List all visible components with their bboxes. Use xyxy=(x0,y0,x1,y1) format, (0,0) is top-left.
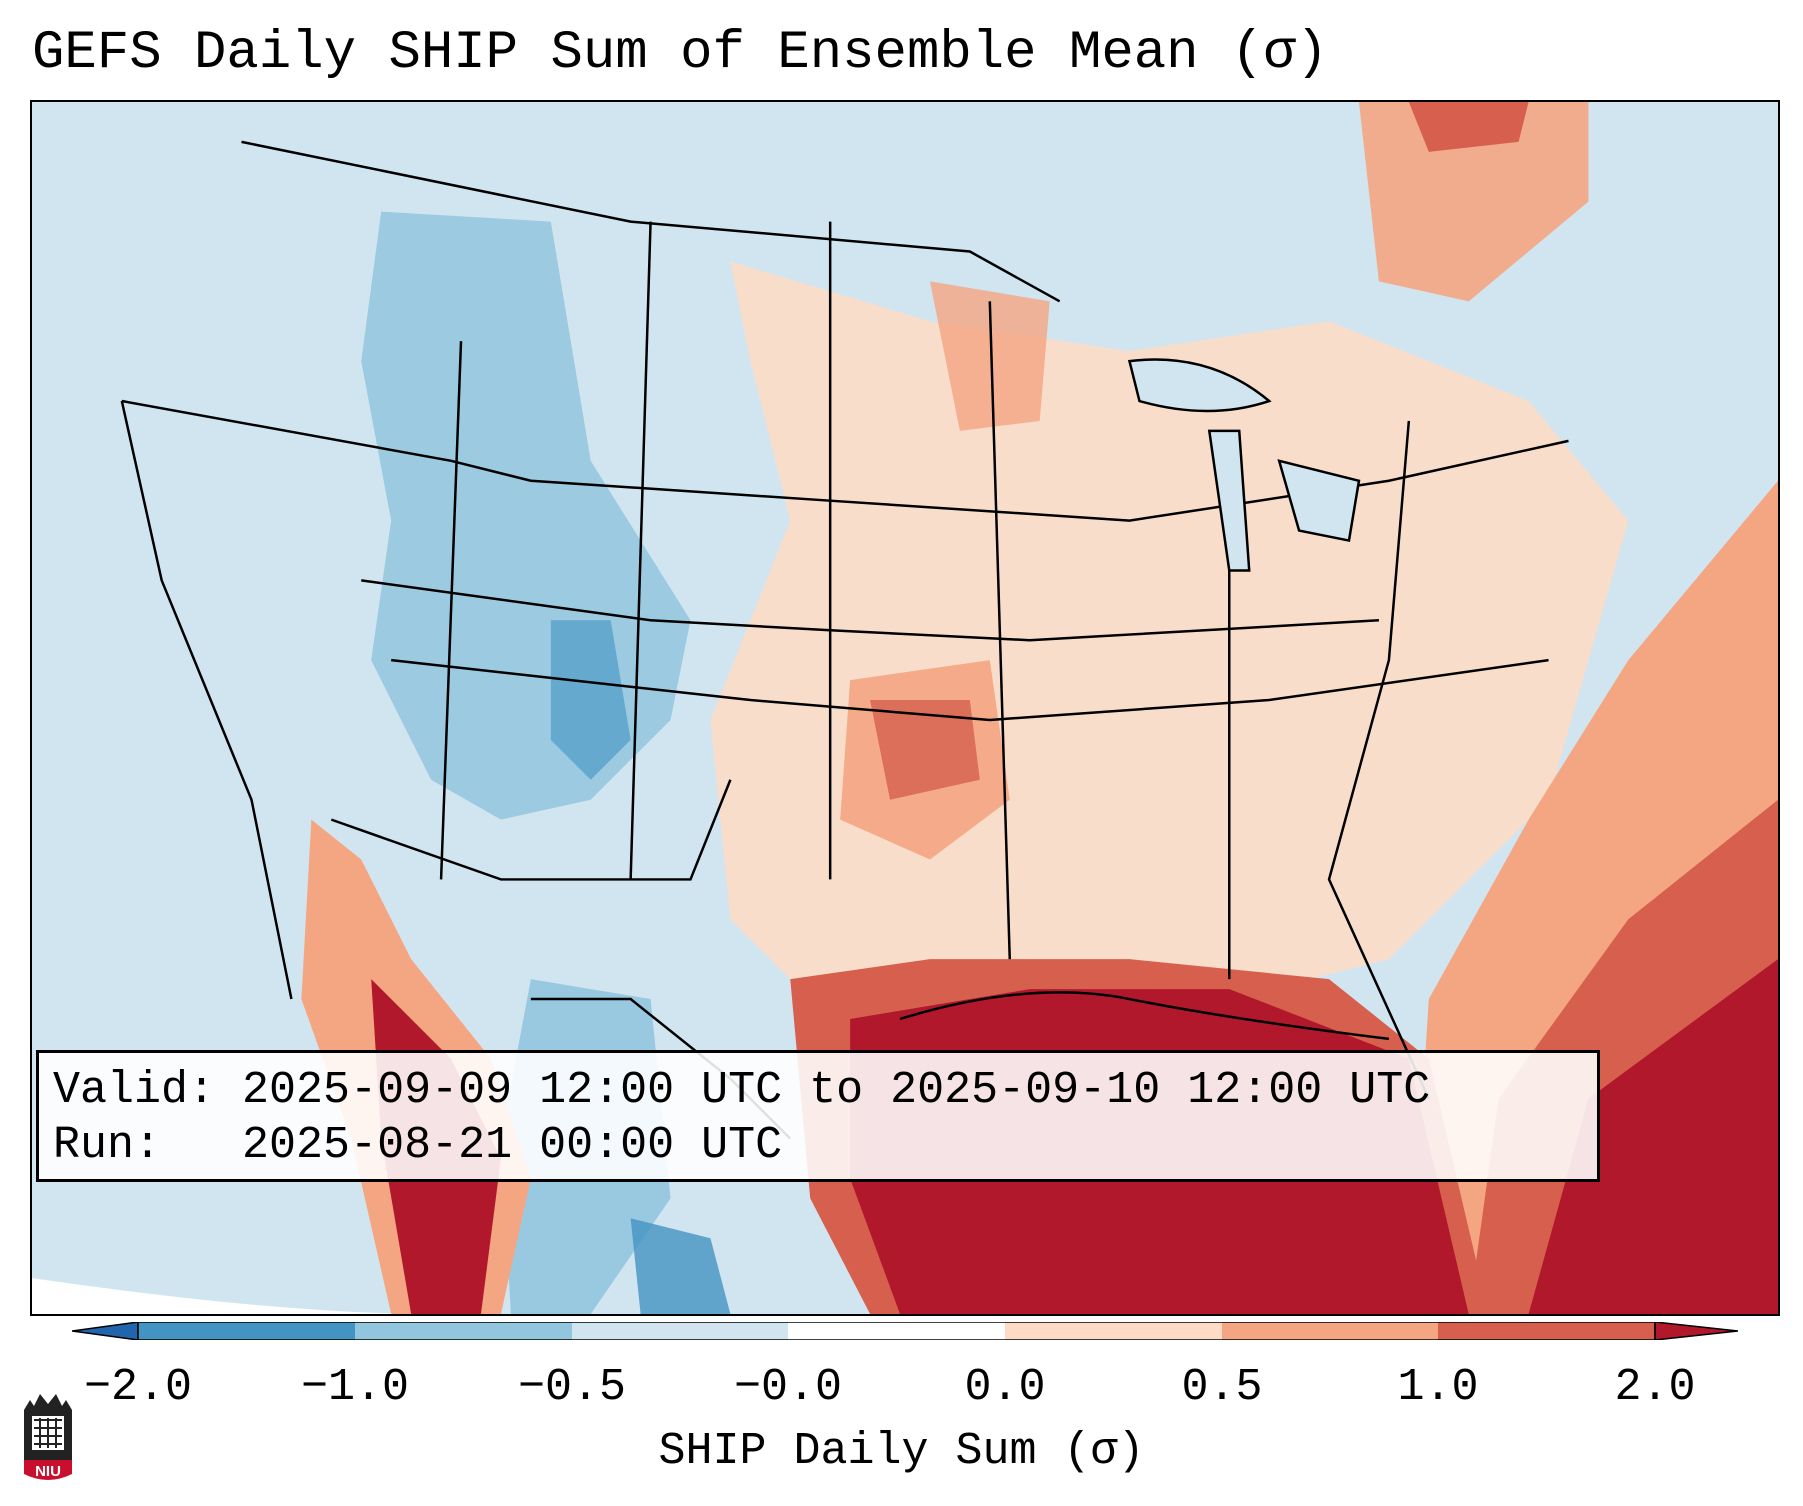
gulf-coast xyxy=(899,991,1390,1041)
tick-label-8: 2.0 xyxy=(1614,1362,1696,1413)
anomaly-oklahoma-strong xyxy=(870,700,980,800)
valid-value: 2025-09-09 12:00 UTC to 2025-09-10 12:00… xyxy=(242,1065,1431,1116)
southwest-border xyxy=(330,779,732,881)
anomaly-rockies-strong-negative xyxy=(550,620,631,780)
great-lakes xyxy=(1127,358,1361,572)
colorbar-extend-left xyxy=(72,1322,139,1340)
tick-label-6: 0.5 xyxy=(1181,1362,1263,1413)
valid-label: Valid: xyxy=(53,1065,216,1116)
tick-label-3: −0.5 xyxy=(517,1362,627,1413)
valid-run-info-box: Valid: 2025-09-09 12:00 UTC to 2025-09-1… xyxy=(36,1050,1600,1182)
borders xyxy=(120,140,1569,1140)
projection-edge-left xyxy=(32,1278,432,1314)
colorbar-segment-2 xyxy=(355,1322,572,1340)
colorbar-extend-right xyxy=(1654,1322,1738,1340)
colorado-line xyxy=(629,221,652,880)
nevada-utah-line xyxy=(439,341,463,880)
colorbar-segment-6 xyxy=(1222,1322,1438,1340)
colorbar-segment-1 xyxy=(138,1322,355,1340)
tick-label-7: 1.0 xyxy=(1397,1362,1479,1413)
west-coast xyxy=(120,400,293,1000)
niu-logo-icon: NIU xyxy=(24,1394,72,1480)
canada-border xyxy=(241,140,1061,303)
colorbar-segment-5 xyxy=(1005,1322,1222,1340)
map-title: GEFS Daily SHIP Sum of Ensemble Mean (σ) xyxy=(32,23,1329,84)
central-border-2 xyxy=(391,658,1549,722)
anomaly-canada-strong xyxy=(1408,102,1529,152)
anomaly-canada-positive xyxy=(1358,102,1589,302)
tick-label-4: −0.0 xyxy=(733,1362,843,1413)
mississippi-line xyxy=(988,301,1012,960)
colorbar-segment-4 xyxy=(788,1322,1005,1340)
tick-label-2: −1.0 xyxy=(300,1362,410,1413)
colorbar-label: SHIP Daily Sum (σ) xyxy=(658,1426,1145,1477)
run-value: 2025-08-21 00:00 UTC xyxy=(242,1120,783,1171)
tick-label-5: 0.0 xyxy=(964,1362,1046,1413)
colorbar xyxy=(72,1322,1738,1340)
colorbar-outline xyxy=(137,1322,1656,1340)
tick-label-1: −2.0 xyxy=(83,1362,193,1413)
lake-michigan xyxy=(1207,429,1251,572)
run-label: Run: xyxy=(53,1120,162,1171)
colorbar-segment-7 xyxy=(1438,1322,1655,1340)
colorbar-segment-3 xyxy=(572,1322,788,1340)
lake-superior xyxy=(1127,358,1272,413)
east-coast xyxy=(1327,420,1430,1100)
anomaly-dakotas-moderate xyxy=(929,281,1050,431)
lake-huron xyxy=(1277,459,1361,543)
logo-text: NIU xyxy=(35,1463,61,1480)
anomaly-mexico-strong-negative xyxy=(630,1218,731,1314)
anomaly-atlantic-extreme xyxy=(1528,959,1778,1314)
